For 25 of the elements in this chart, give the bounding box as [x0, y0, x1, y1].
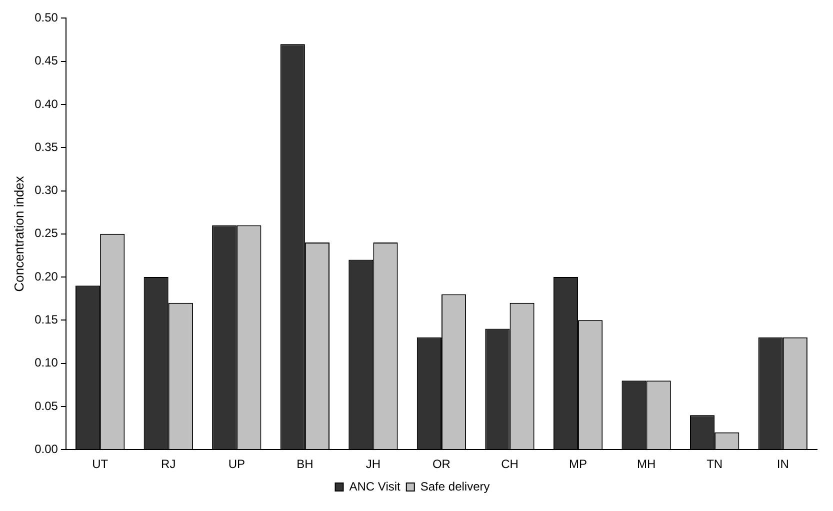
x-tick-label: BH — [296, 457, 314, 472]
x-tick-label: TN — [706, 457, 723, 472]
x-tick-label: RJ — [161, 457, 176, 472]
y-tick-label: 0.15 — [34, 312, 58, 326]
x-tick-label: JH — [366, 457, 381, 472]
y-tick-label: 0.00 — [34, 442, 58, 456]
x-tick-label: CH — [501, 457, 518, 472]
legend-label: ANC Visit — [349, 479, 402, 494]
y-tick-label: 0.30 — [34, 183, 58, 198]
y-tick-label: 0.10 — [34, 356, 58, 370]
x-tick-label: UP — [228, 457, 245, 472]
y-tick-label: 0.20 — [34, 269, 58, 284]
y-tick-label: 0.50 — [34, 10, 58, 25]
y-tick-label: 0.40 — [34, 96, 58, 111]
y-axis-title: Concentration index — [11, 176, 26, 292]
x-tick-label: IN — [776, 457, 789, 472]
y-tick-label: 0.25 — [34, 226, 58, 240]
y-tick-label: 0.05 — [34, 398, 58, 413]
x-tick-label: OR — [432, 457, 451, 472]
y-tick-label: 0.35 — [34, 140, 58, 154]
legend-label: Safe delivery — [420, 479, 490, 494]
x-tick-label: MP — [569, 457, 588, 472]
x-tick-label: UT — [92, 457, 109, 472]
x-tick-label: MH — [636, 457, 656, 472]
y-tick-label: 0.45 — [34, 54, 58, 68]
